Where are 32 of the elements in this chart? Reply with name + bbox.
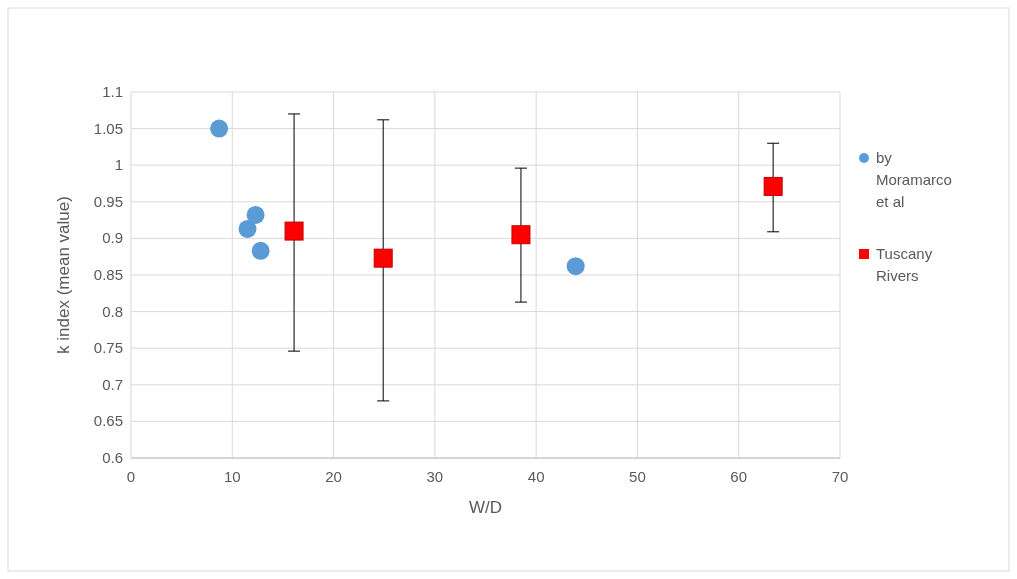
x-tick-label: 50 xyxy=(629,468,646,485)
x-tick-label: 0 xyxy=(126,468,136,485)
legend-label: Tuscany Rivers xyxy=(876,245,933,284)
point xyxy=(373,248,393,268)
point xyxy=(511,225,531,245)
point xyxy=(763,176,783,196)
point xyxy=(566,257,585,276)
y-tick-label: 0.75 xyxy=(93,339,123,357)
x-tick-label: 60 xyxy=(730,468,748,485)
point xyxy=(210,119,229,138)
point xyxy=(246,205,265,224)
point xyxy=(251,241,270,260)
point xyxy=(284,221,304,241)
y-tick-label: 0.65 xyxy=(93,412,123,430)
x-axis-title: W/D xyxy=(468,498,503,517)
x-tick-label: 30 xyxy=(426,468,444,485)
x-tick-label: 20 xyxy=(325,468,342,485)
y-tick-label: 0.85 xyxy=(93,266,123,283)
y-tick-label: 0.6 xyxy=(102,449,123,466)
x-tick-label: 70 xyxy=(831,468,849,485)
y-tick-label: 1.05 xyxy=(93,119,123,137)
x-tick-label: 40 xyxy=(527,468,545,485)
y-tick-label: 1.1 xyxy=(102,83,123,100)
y-axis-title: k index (mean value) xyxy=(54,196,73,354)
point xyxy=(238,219,257,238)
y-tick-label: 0.7 xyxy=(102,375,123,393)
legend-label: by Moramarco et al xyxy=(876,149,952,210)
x-tick-label: 10 xyxy=(223,468,241,485)
y-tick-label: 1 xyxy=(114,156,123,174)
y-tick-label: 0.95 xyxy=(93,192,123,210)
y-tick-label: 0.8 xyxy=(102,302,123,320)
y-tick-label: 0.9 xyxy=(102,229,123,247)
